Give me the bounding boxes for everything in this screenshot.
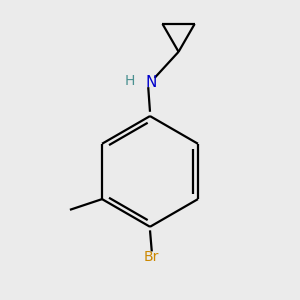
Text: H: H	[124, 74, 135, 88]
Text: N: N	[146, 75, 157, 90]
Text: Br: Br	[144, 250, 160, 264]
